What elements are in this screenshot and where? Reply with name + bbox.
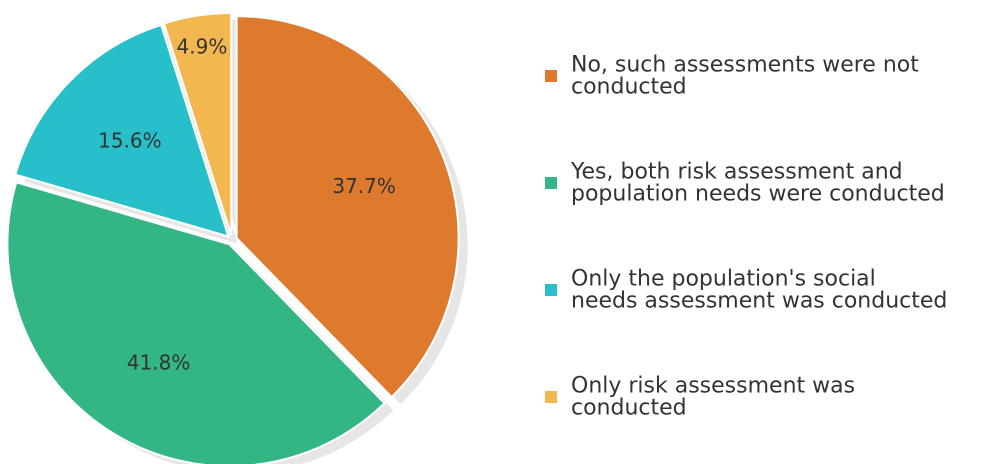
legend-label: No, such assessments were not conducted <box>571 53 919 100</box>
pie-slices <box>6 12 460 464</box>
legend-swatch <box>545 70 557 82</box>
legend-item-only-risk-assessment-was-conducted: Only risk assessment was conducted <box>545 374 855 421</box>
legend-label: Only the population's social needs assess… <box>571 267 947 314</box>
slice-value-labels: 37.7% 41.8% 15.6% 4.9% <box>98 34 396 374</box>
legend-item-no-such-assessments-were-not-conducted: No, such assessments were not conducted <box>545 53 919 100</box>
legend-item-yes-both-risk-assessment-and-population-needs-were-conducted: Yes, both risk assessment and population … <box>545 160 945 207</box>
slice-value-label: 4.9% <box>177 34 228 58</box>
pie-slice-only-the-population-s-social-needs-assessment-was-conducted[interactable] <box>13 23 230 238</box>
legend-swatch <box>545 284 557 296</box>
legend-swatch <box>545 391 557 403</box>
slice-value-label: 41.8% <box>127 350 191 374</box>
legend-swatch <box>545 177 557 189</box>
legend-item-only-the-population-s-social-needs-assessment-was-conducted: Only the population's social needs assess… <box>545 267 947 314</box>
pie-slice-no-such-assessments-were-not-conducted[interactable] <box>235 15 460 399</box>
pie-slice-only-risk-assessment-was-conducted[interactable] <box>162 12 233 236</box>
slice-value-label: 15.6% <box>98 128 162 152</box>
legend-label: Only risk assessment was conducted <box>571 374 855 421</box>
legend-label: Yes, both risk assessment and population … <box>570 160 945 207</box>
pie-slice-yes-both-risk-assessment-and-population-needs-were-conducted[interactable] <box>6 181 386 464</box>
slice-value-label: 37.7% <box>332 174 396 198</box>
legend: No, such assessments were not conducted Ye… <box>545 53 947 421</box>
